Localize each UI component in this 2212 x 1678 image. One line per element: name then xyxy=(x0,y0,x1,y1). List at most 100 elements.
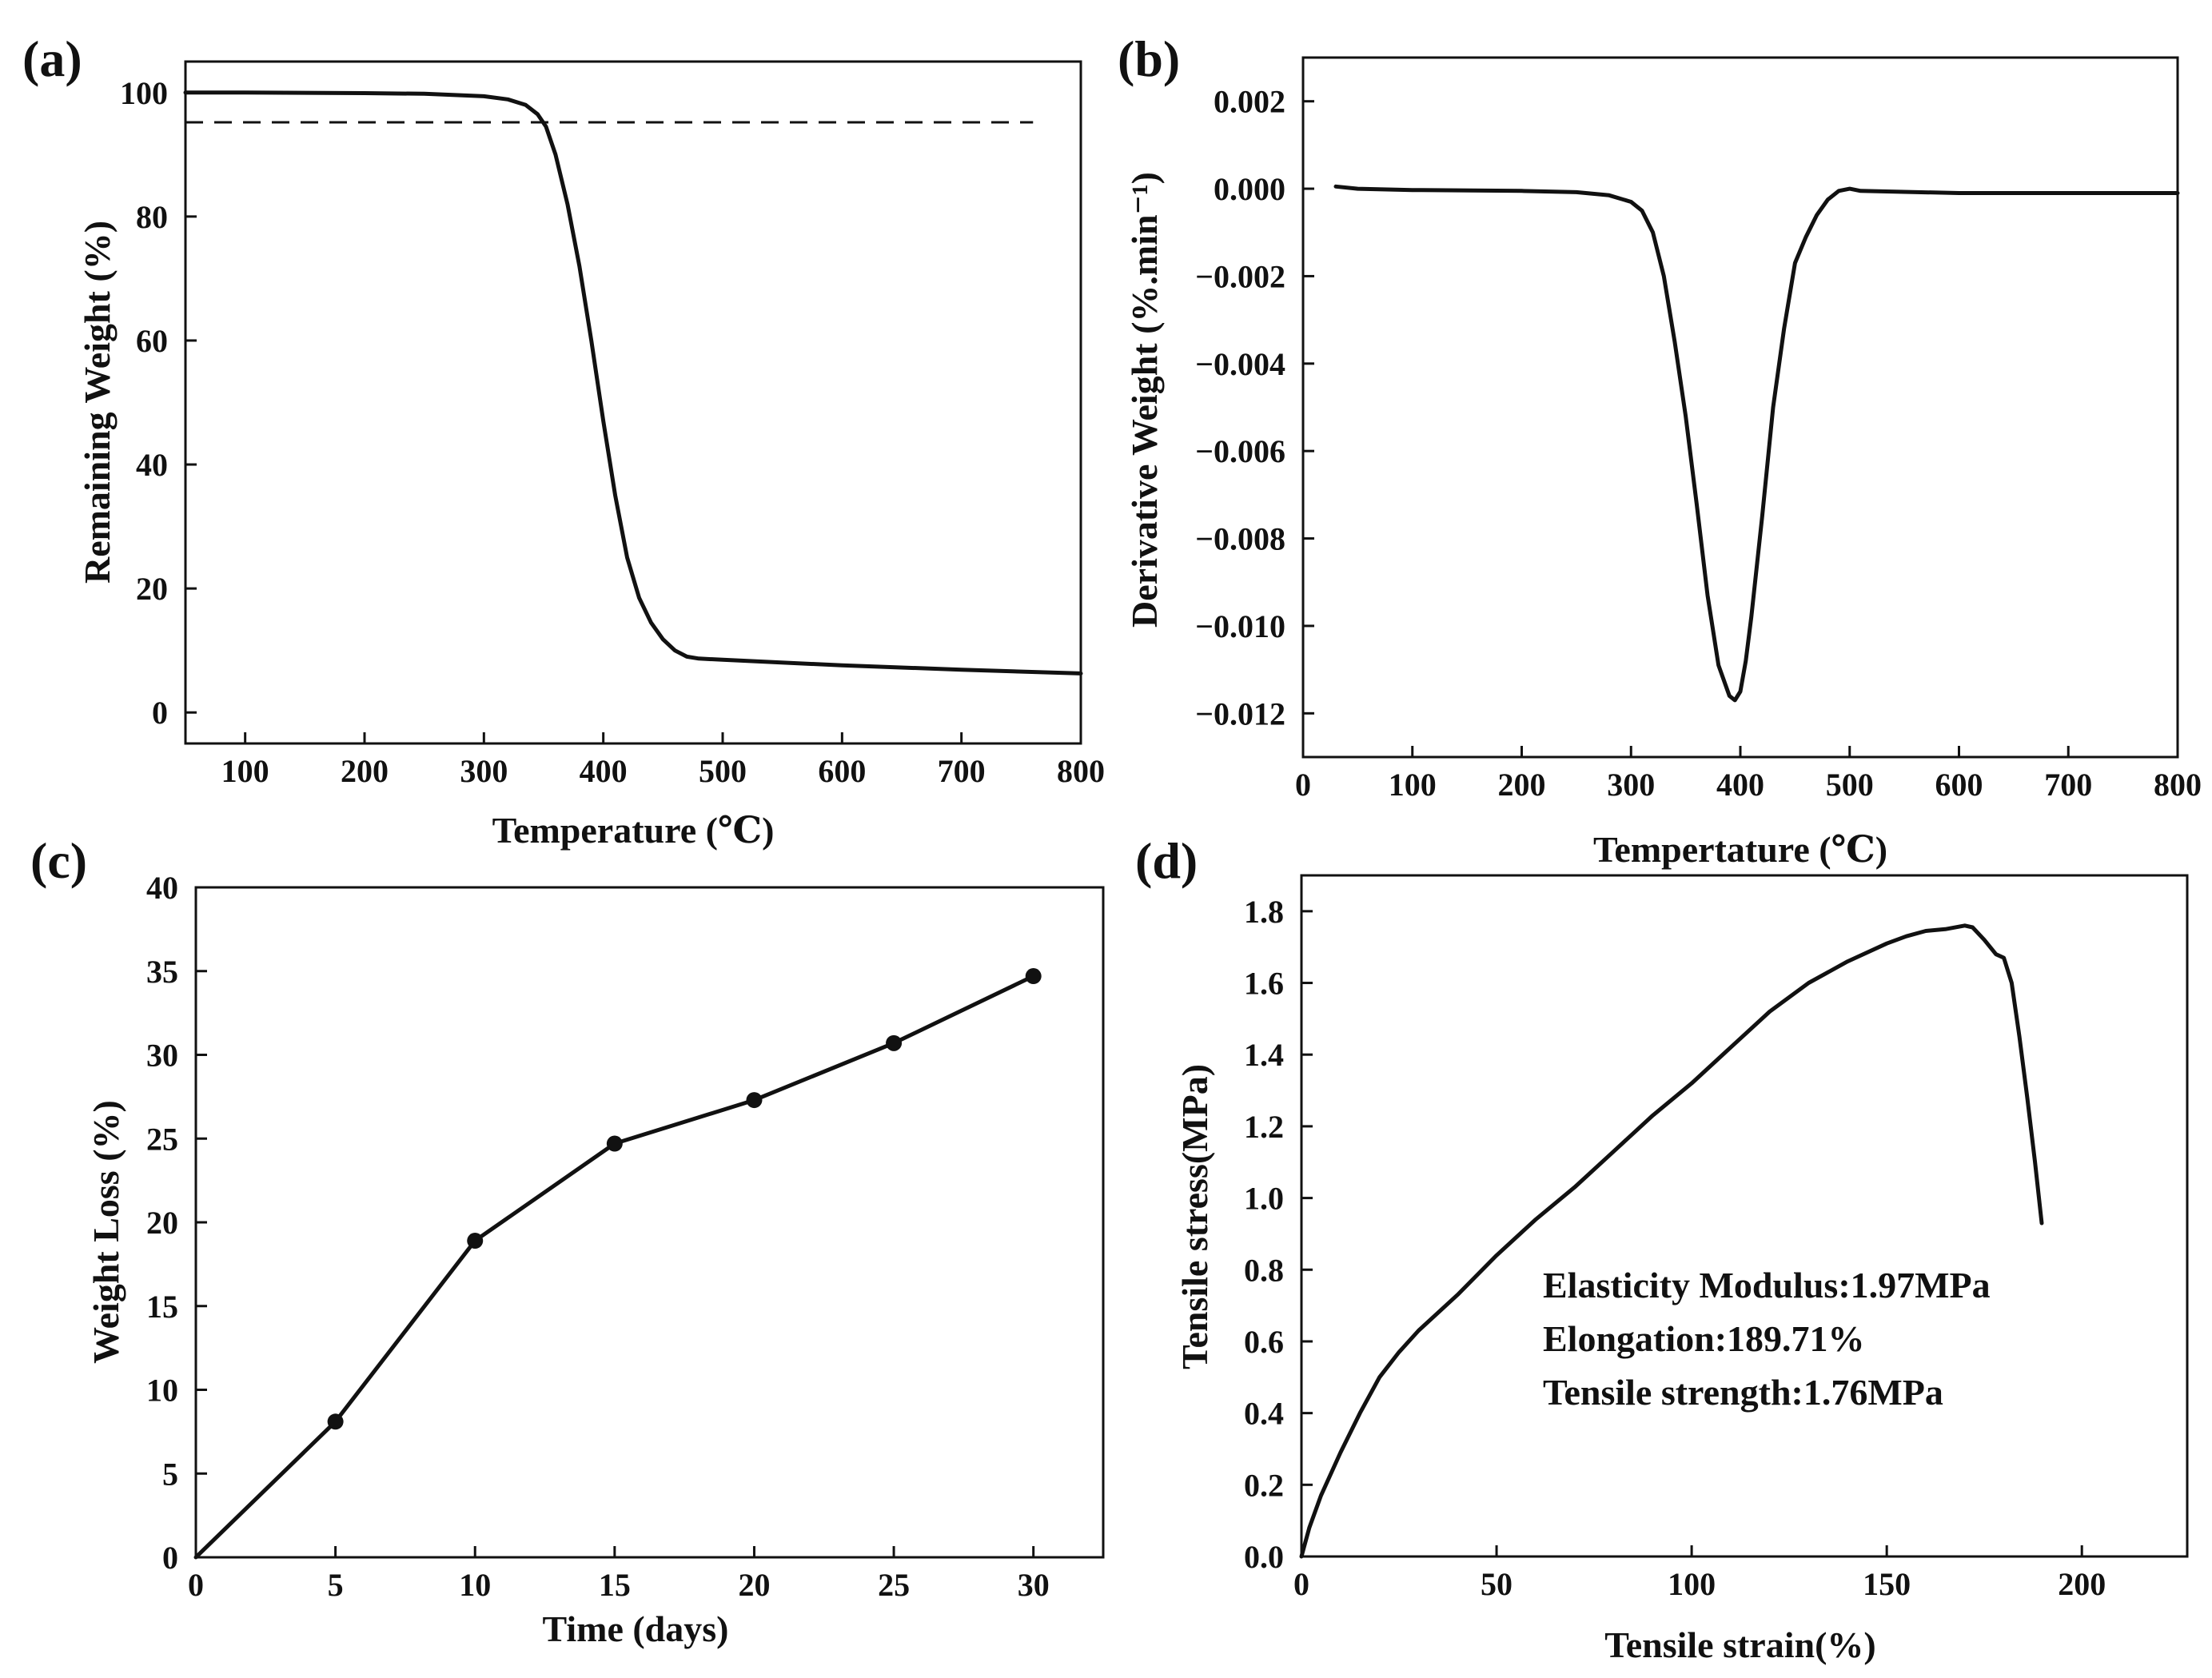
panel-d-annotation-elongation: Elongation:189.71% xyxy=(1543,1318,1865,1359)
panel-c-y-tick-label: 35 xyxy=(146,954,178,990)
panel-a-x-axis-title: Temperature (℃) xyxy=(492,810,775,851)
panel-a-y-axis-title: Remaining Weight (%) xyxy=(77,221,118,584)
panel-c-y-tick-label: 10 xyxy=(146,1373,178,1409)
panel-a-x-tick-label: 700 xyxy=(938,753,986,789)
panel-a-series-line xyxy=(183,90,1083,676)
panel-a-y-tick-label: 40 xyxy=(136,447,168,483)
panel-a-x-tick-label: 400 xyxy=(580,753,628,789)
panel-d-y-tick-label: 0.6 xyxy=(1244,1324,1284,1360)
panel-c-data-point xyxy=(1025,968,1042,985)
panel-d-annotation-modulus: Elasticity Modulus:1.97MPa xyxy=(1543,1265,1991,1305)
panel-a-y-tick-label: 80 xyxy=(136,199,168,235)
panel-d-x-axis-title: Tensile strain(%) xyxy=(1604,1624,1875,1665)
panel-d-y-tick-label: 1.8 xyxy=(1244,894,1284,930)
panel-c-y-tick-label: 25 xyxy=(146,1121,178,1157)
panel-b-x-tick-label: 0 xyxy=(1295,767,1311,803)
panel-c-x-tick-label: 25 xyxy=(878,1567,910,1603)
panel-b-x-tick-label: 100 xyxy=(1389,767,1437,803)
panel-d-y-axis-title: Tensile stress(MPa) xyxy=(1174,1064,1215,1369)
panel-d-x-tick-label: 150 xyxy=(1863,1566,1911,1602)
panel-b-y-tick-label: −0.008 xyxy=(1195,521,1285,557)
panel-c-y-tick-label: 0 xyxy=(162,1540,178,1576)
panel-b-series-layer xyxy=(1333,184,2180,703)
panel-d: (d) 0 50 100 150 200 0.0 0.2 0.4 0.6 0.8 1.0 1.2 1.4… xyxy=(1135,832,2189,1665)
panel-c-series-line xyxy=(193,974,1036,1560)
panel-a-label: (a) xyxy=(22,30,82,87)
panel-d-y-tick-label: 0.2 xyxy=(1244,1467,1284,1503)
panel-b-x-tick-label: 300 xyxy=(1607,767,1655,803)
panel-c-x-tick-label: 30 xyxy=(1018,1567,1050,1603)
panel-b: (b) 0 100 200 300 400 500 600 700 800 0.002 0.000 −… xyxy=(1118,30,2202,870)
panel-c-data-point xyxy=(327,1413,344,1430)
panel-a-x-tick-label: 300 xyxy=(460,753,508,789)
panel-a-series-layer xyxy=(183,90,1083,676)
panel-c-x-tick-label: 15 xyxy=(599,1567,631,1603)
panel-d-x-tick-label: 200 xyxy=(2058,1566,2106,1602)
panel-d-x-tick-label: 100 xyxy=(1668,1566,1716,1602)
panel-c-ticks: 0 5 10 15 20 25 30 0 5 10 15 20 25 30 35 40 xyxy=(146,870,1050,1603)
panel-b-y-tick-label: −0.010 xyxy=(1195,608,1285,644)
panel-c-label: (c) xyxy=(30,832,87,889)
panel-a-x-tick-label: 100 xyxy=(221,753,269,789)
panel-d-series-layer xyxy=(1299,923,2044,1559)
panel-b-ticks: 0 100 200 300 400 500 600 700 800 0.002 0.000 −0.00… xyxy=(1195,84,2202,803)
panel-d-label: (d) xyxy=(1135,832,1198,889)
panel-a-x-tick-label: 200 xyxy=(341,753,389,789)
panel-b-y-tick-label: 0.002 xyxy=(1214,84,1285,120)
panel-b-x-tick-label: 200 xyxy=(1498,767,1546,803)
panel-b-x-tick-label: 700 xyxy=(2044,767,2092,803)
panel-d-ticks: 0 50 100 150 200 0.0 0.2 0.4 0.6 0.8 1.0 1.2 1.4 1.6 1… xyxy=(1244,894,2106,1602)
panel-b-x-axis-title: Tempertature (℃) xyxy=(1593,829,1887,870)
panel-b-x-tick-label: 800 xyxy=(2154,767,2202,803)
panel-c-y-tick-label: 20 xyxy=(146,1205,178,1241)
panel-b-y-tick-label: 0.000 xyxy=(1214,171,1285,207)
panel-d-annotation-strength: Tensile strength:1.76MPa xyxy=(1543,1372,1943,1413)
panel-d-y-tick-label: 1.0 xyxy=(1244,1181,1284,1217)
panel-b-label: (b) xyxy=(1118,30,1180,87)
panel-a-ticks: 100 200 300 400 500 600 700 800 0 20 40 60 80 100 xyxy=(120,75,1105,789)
panel-b-x-tick-label: 600 xyxy=(1935,767,1983,803)
panel-d-x-tick-label: 50 xyxy=(1481,1566,1513,1602)
panel-c-data-point xyxy=(606,1135,623,1152)
panel-b-y-tick-label: −0.012 xyxy=(1195,696,1285,731)
panel-a-frame xyxy=(184,60,1082,745)
panel-d-y-tick-label: 0.8 xyxy=(1244,1252,1284,1288)
panel-a-y-tick-label: 60 xyxy=(136,323,168,359)
panel-b-x-tick-label: 400 xyxy=(1716,767,1764,803)
panel-a-y-tick-label: 0 xyxy=(152,695,168,731)
panel-a-x-tick-label: 800 xyxy=(1057,753,1105,789)
panel-b-x-tick-label: 500 xyxy=(1826,767,1874,803)
panel-d-y-tick-label: 1.4 xyxy=(1244,1037,1284,1073)
panel-d-y-tick-label: 0.4 xyxy=(1244,1396,1284,1432)
panel-c-frame xyxy=(194,886,1105,1559)
panel-c-data-point xyxy=(746,1092,763,1109)
panel-b-y-tick-label: −0.002 xyxy=(1195,258,1285,294)
panel-c-data-point xyxy=(467,1233,484,1250)
panel-c-x-tick-label: 20 xyxy=(738,1567,770,1603)
panel-d-y-tick-label: 0.0 xyxy=(1244,1539,1284,1575)
panel-c-x-axis-title: Time (days) xyxy=(543,1608,729,1649)
panel-d-y-tick-label: 1.2 xyxy=(1244,1109,1284,1145)
panel-a-x-tick-label: 600 xyxy=(818,753,866,789)
panel-c-y-tick-label: 30 xyxy=(146,1038,178,1074)
panel-a-x-tick-label: 500 xyxy=(699,753,747,789)
panel-c: (c) 0 5 10 15 20 25 30 0 5 10 15 20 25 30 35 40 Time (d… xyxy=(30,832,1105,1649)
panel-a-y-tick-label: 20 xyxy=(136,571,168,607)
panel-c-y-tick-label: 40 xyxy=(146,870,178,906)
panel-b-frame xyxy=(1301,56,2179,759)
panel-b-y-axis-title: Derivative Weight (%.min⁻¹) xyxy=(1124,172,1165,628)
panel-d-x-tick-label: 0 xyxy=(1293,1566,1309,1602)
panel-d-frame xyxy=(1300,874,2189,1558)
panel-c-x-tick-label: 5 xyxy=(328,1567,344,1603)
panel-d-series-line xyxy=(1299,923,2044,1559)
panel-b-y-tick-label: −0.004 xyxy=(1195,346,1285,382)
panel-c-y-tick-label: 15 xyxy=(146,1289,178,1325)
panel-c-data-point xyxy=(886,1034,903,1051)
panel-a-y-tick-label: 100 xyxy=(120,75,168,111)
panel-c-x-tick-label: 0 xyxy=(188,1567,204,1603)
panel-b-series-line xyxy=(1333,184,2180,703)
panel-c-y-tick-label: 5 xyxy=(162,1456,178,1492)
panel-a: (a) 100 200 300 400 500 600 700 800020406080100… xyxy=(22,30,1105,851)
panel-d-y-tick-label: 1.6 xyxy=(1244,966,1284,1002)
